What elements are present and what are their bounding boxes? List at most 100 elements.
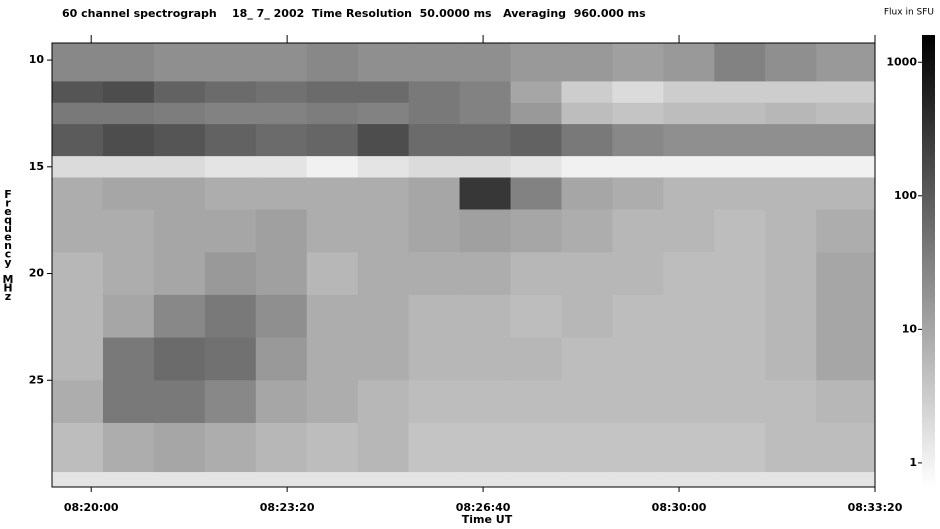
heatmap-cell	[204, 380, 257, 424]
heatmap-cell	[459, 472, 512, 488]
heatmap-cell	[204, 81, 257, 104]
y-tick-label: 10	[29, 53, 45, 66]
heatmap-cell	[510, 124, 562, 157]
heatmap-cell	[102, 156, 155, 178]
heatmap-cell	[663, 337, 715, 381]
heatmap-cell	[204, 337, 257, 381]
heatmap-cell	[612, 472, 664, 488]
heatmap-cell	[408, 156, 461, 178]
heatmap-cell	[52, 156, 104, 178]
heatmap-cell	[510, 472, 562, 488]
heatmap-cell	[714, 124, 766, 157]
plot-frame	[51, 42, 876, 488]
heatmap-cell	[204, 422, 257, 473]
heatmap-cell	[255, 380, 308, 424]
heatmap-cell	[561, 177, 613, 210]
heatmap-cell	[816, 294, 876, 339]
heatmap-cell	[153, 156, 206, 178]
heatmap-cell	[612, 380, 664, 424]
heatmap-cell	[612, 337, 664, 381]
heatmap-cell	[52, 337, 104, 381]
heatmap-cell	[714, 294, 766, 339]
heatmap-cell	[306, 422, 359, 473]
heatmap-cell	[612, 124, 664, 157]
heatmap-cell	[561, 81, 613, 104]
heatmap-cell	[357, 124, 410, 157]
heatmap-cell	[102, 472, 155, 488]
y-tick-label: 15	[29, 160, 44, 173]
heatmap-cell	[816, 209, 876, 253]
heatmap-cell	[510, 156, 562, 178]
x-tick-label: 08:30:00	[652, 501, 707, 514]
heatmap-cell	[561, 102, 613, 125]
heatmap-cell	[510, 337, 562, 381]
heatmap-cell	[459, 102, 512, 125]
heatmap-cell	[765, 177, 817, 210]
heatmap-cell	[612, 422, 664, 473]
heatmap-cell	[153, 472, 206, 488]
heatmap-cell	[306, 472, 359, 488]
heatmap-cell	[153, 177, 206, 210]
heatmap-cell	[153, 209, 206, 253]
heatmap-cell	[255, 102, 308, 125]
heatmap-cell	[561, 422, 613, 473]
heatmap-cell	[357, 102, 410, 125]
heatmap-cell	[765, 472, 817, 488]
heatmap-cell	[714, 177, 766, 210]
heatmap-cell	[408, 102, 461, 125]
x-tick-label: 08:20:00	[64, 501, 119, 514]
heatmap-cell	[255, 294, 308, 339]
heatmap-cell	[204, 294, 257, 339]
heatmap-cell	[357, 422, 410, 473]
heatmap-cell	[306, 209, 359, 253]
heatmap-cell	[816, 124, 876, 157]
heatmap-cell	[204, 252, 257, 296]
heatmap-cell	[102, 43, 155, 82]
heatmap-cell	[204, 102, 257, 125]
colorbar-tick-label: 1000	[886, 55, 917, 68]
heatmap-cell	[255, 422, 308, 473]
heatmap-cell	[612, 81, 664, 104]
heatmap-cell	[510, 102, 562, 125]
heatmap-cell	[306, 156, 359, 178]
heatmap-cell	[306, 337, 359, 381]
heatmap-cell	[459, 380, 512, 424]
heatmap-cell	[663, 380, 715, 424]
heatmap-cell	[52, 380, 104, 424]
heatmap-cell	[714, 472, 766, 488]
heatmap-cell	[510, 209, 562, 253]
heatmap-cell	[52, 81, 104, 104]
heatmap-cell	[714, 81, 766, 104]
x-tick-label: 08:26:40	[456, 501, 511, 514]
heatmap-cell	[612, 294, 664, 339]
heatmap-cell	[52, 43, 104, 82]
heatmap-cell	[306, 177, 359, 210]
heatmap-cell	[765, 102, 817, 125]
heatmap-cell	[510, 252, 562, 296]
heatmap-cell	[663, 252, 715, 296]
heatmap-cell	[204, 209, 257, 253]
heatmap-cell	[765, 124, 817, 157]
heatmap-cell	[561, 380, 613, 424]
heatmap-cell	[765, 422, 817, 473]
heatmap-cell	[204, 124, 257, 157]
heatmap-cell	[510, 81, 562, 104]
heatmap-cell	[561, 252, 613, 296]
heatmap-cell	[714, 209, 766, 253]
heatmap-cell	[52, 124, 104, 157]
heatmap-cell	[714, 252, 766, 296]
colorbar	[922, 35, 935, 487]
heatmap-cell	[510, 422, 562, 473]
heatmap-cell	[306, 252, 359, 296]
heatmap-cell	[612, 177, 664, 210]
heatmap-cell	[714, 337, 766, 381]
heatmap-cell	[408, 380, 461, 424]
heatmap-cell	[204, 43, 257, 82]
heatmap-cell	[816, 472, 876, 488]
heatmap-cell	[153, 337, 206, 381]
heatmap-cell	[153, 422, 206, 473]
heatmap-cell	[459, 81, 512, 104]
